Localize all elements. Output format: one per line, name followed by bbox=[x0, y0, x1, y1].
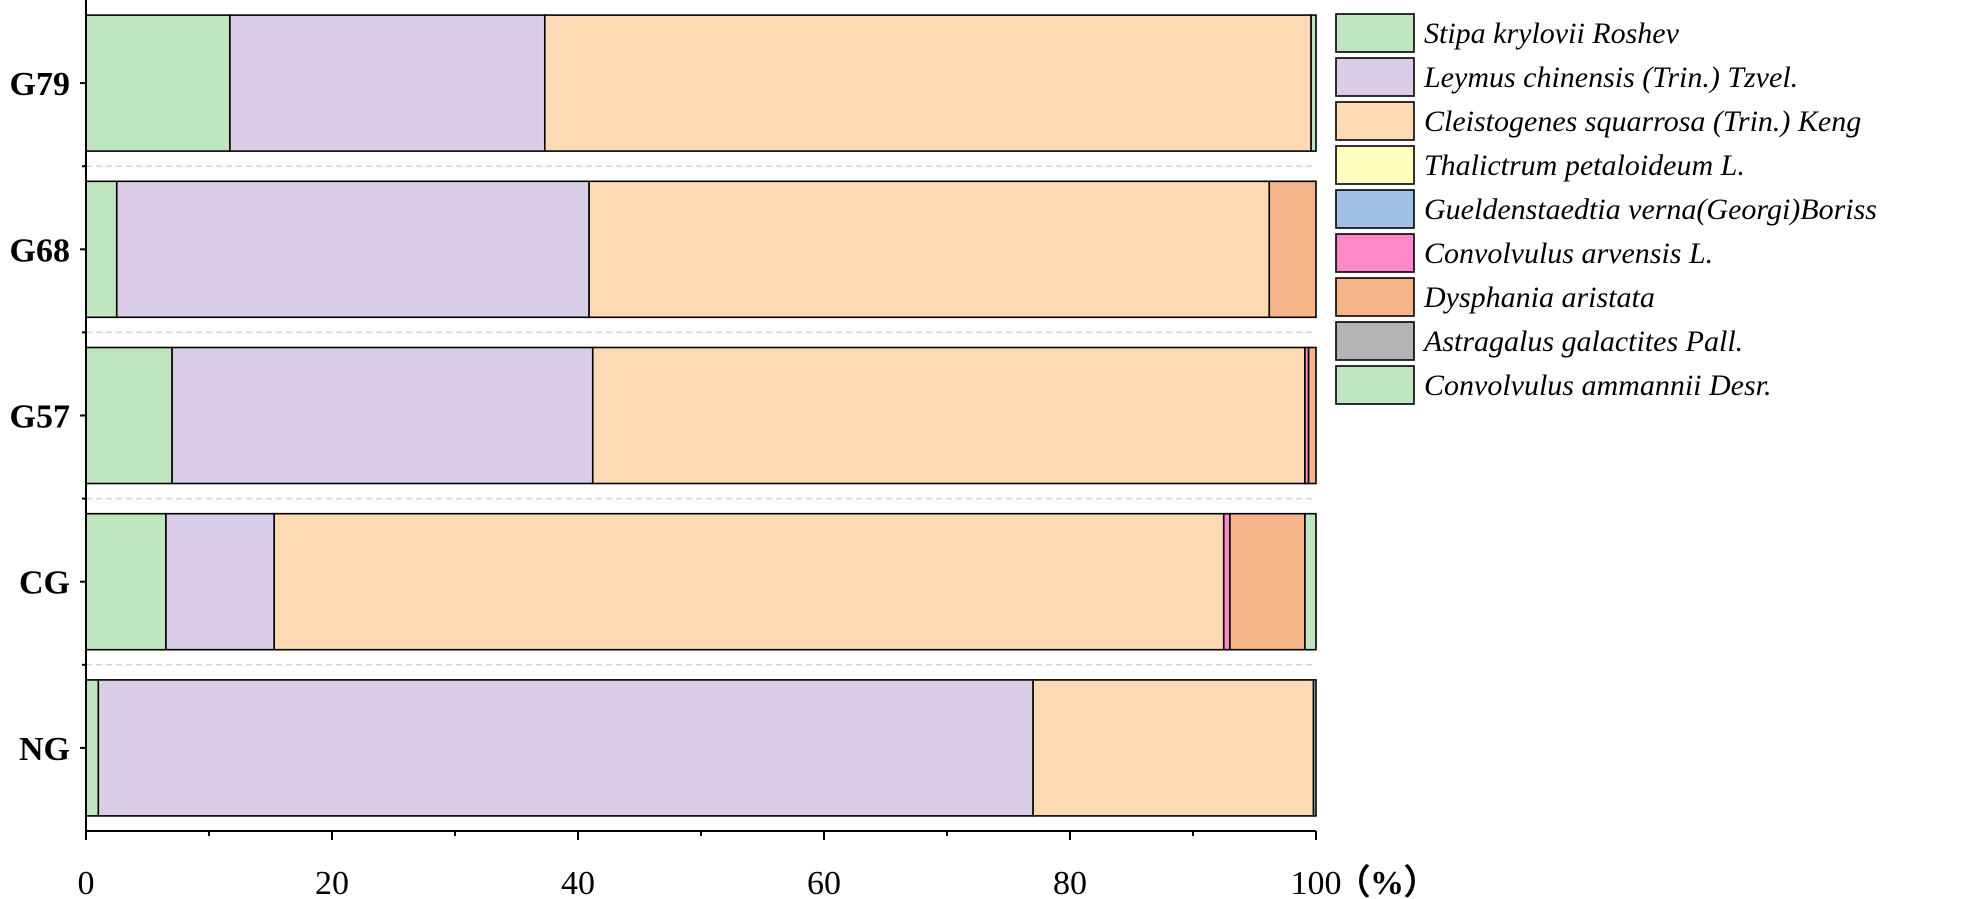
bar-segment bbox=[115, 180, 590, 319]
legend-swatch bbox=[1335, 101, 1415, 141]
bar-segment bbox=[1032, 679, 1315, 817]
legend-swatch bbox=[1335, 321, 1415, 361]
x-tick-label: 20 bbox=[315, 865, 349, 899]
bar-segment bbox=[229, 14, 546, 152]
category-label: G79 bbox=[10, 66, 70, 103]
legend-swatch bbox=[1335, 13, 1415, 53]
bar-segment bbox=[1229, 512, 1306, 651]
x-tick-label: 40 bbox=[561, 865, 595, 899]
category-separators bbox=[86, 165, 1316, 666]
legend-entry-label: Stipa krylovii Roshev bbox=[1424, 17, 1680, 50]
legend-swatch bbox=[1335, 189, 1415, 229]
axes: G79 G68 G57 CG NG 0 20 40 60 80 100（%） bbox=[10, 0, 1438, 899]
legend-entry-label: Gueldenstaedtia verna(Georgi)Boriss bbox=[1424, 193, 1877, 226]
bar-segment bbox=[1304, 512, 1317, 651]
legend-entry-label: Astragalus galactites Pall. bbox=[1422, 325, 1743, 358]
bar-segment bbox=[1310, 14, 1317, 152]
bar-segment bbox=[85, 512, 167, 651]
x-unit-label: （%） bbox=[1336, 863, 1438, 899]
category-label: CG bbox=[19, 565, 70, 602]
bar-segment bbox=[85, 14, 231, 152]
legend-swatch bbox=[1335, 365, 1415, 405]
bars bbox=[85, 14, 1317, 817]
bar-segment bbox=[1222, 512, 1231, 651]
bar-segment bbox=[85, 679, 100, 817]
bar-segment bbox=[85, 180, 118, 319]
bar-segment bbox=[85, 346, 173, 485]
legend-swatch bbox=[1335, 233, 1415, 273]
legend-entry-label: Leymus chinensis (Trin.) Tzvel. bbox=[1423, 61, 1798, 94]
x-tick-label: 80 bbox=[1053, 865, 1087, 899]
bar-segment bbox=[165, 512, 275, 651]
bar-segment bbox=[1307, 346, 1317, 485]
legend-entry-label: Thalictrum petaloideum L. bbox=[1424, 149, 1745, 182]
category-label: NG bbox=[19, 731, 70, 768]
legend-entry-label: Dysphania aristata bbox=[1423, 281, 1655, 314]
bar-segment bbox=[591, 346, 1306, 485]
bar-segment bbox=[543, 14, 1312, 152]
legend-entry-label: Cleistogenes squarrosa (Trin.) Keng bbox=[1424, 105, 1861, 138]
legend-swatch bbox=[1335, 277, 1415, 317]
bar-segment bbox=[97, 679, 1034, 817]
category-label: G68 bbox=[10, 232, 70, 269]
x-tick-label: 60 bbox=[807, 865, 841, 899]
bar-segment bbox=[273, 512, 1225, 651]
bar-segment bbox=[1268, 180, 1317, 319]
category-label: G57 bbox=[10, 399, 70, 436]
bar-segment bbox=[171, 346, 594, 485]
legend-swatch bbox=[1335, 145, 1415, 185]
x-tick-label: 0 bbox=[78, 865, 95, 899]
bar-segment bbox=[1312, 679, 1317, 817]
legend-swatch bbox=[1335, 57, 1415, 97]
x-tick-label: 100 bbox=[1291, 865, 1342, 899]
legend-entry-label: Convolvulus arvensis L. bbox=[1424, 237, 1713, 270]
legend: Stipa krylovii Roshev Leymus chinensis (T… bbox=[1335, 13, 1877, 405]
legend-entry-label: Convolvulus ammannii Desr. bbox=[1424, 369, 1772, 402]
bar-segment bbox=[588, 180, 1271, 319]
